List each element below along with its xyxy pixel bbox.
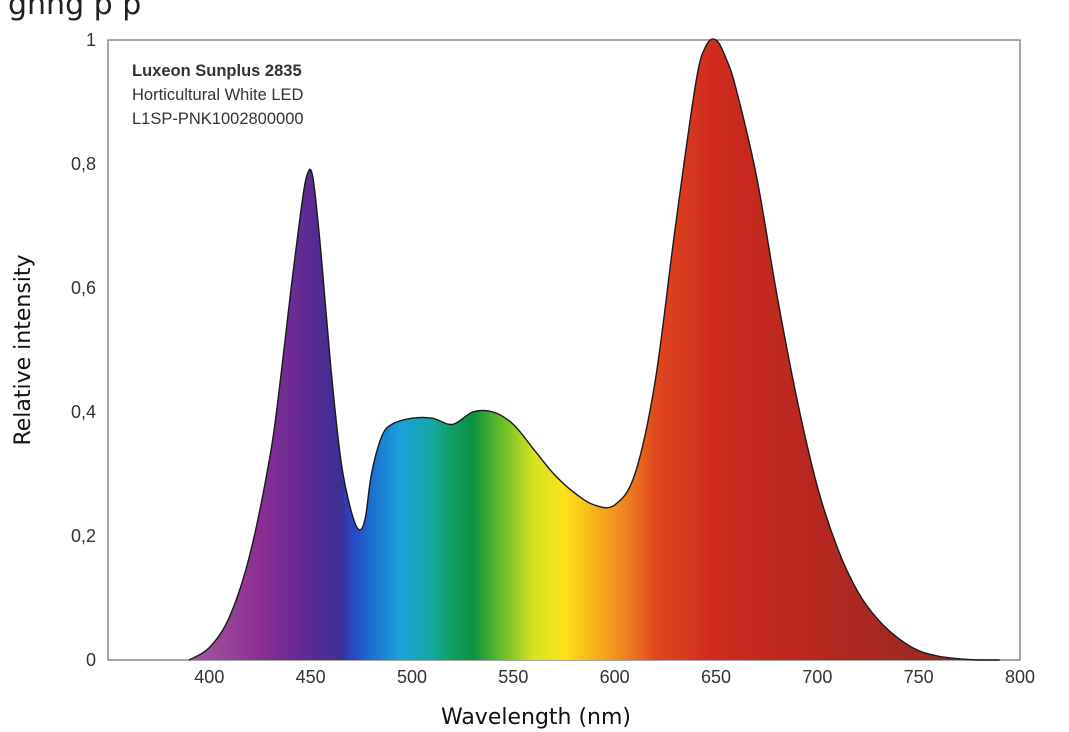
x-tick-label: 400 (194, 667, 224, 687)
x-tick-label: 700 (802, 667, 832, 687)
x-axis-title: Wavelength (nm) (441, 705, 631, 730)
x-tick-label: 750 (904, 667, 934, 687)
annotation-line-1: Luxeon Sunplus 2835 (132, 62, 302, 80)
x-tick-label: 450 (296, 667, 326, 687)
spectrum-area (189, 39, 1000, 661)
y-axis-title: Relative intensity (11, 254, 36, 445)
y-tick-label: 0,8 (71, 154, 96, 174)
annotation-line-2: Horticultural White LED (132, 86, 304, 104)
x-tick-label: 600 (600, 667, 630, 687)
y-tick-label: 1 (86, 30, 96, 50)
annotation-line-3: L1SP-PNK1002800000 (132, 110, 304, 128)
y-tick-label: 0,6 (71, 278, 96, 298)
y-tick-label: 0 (86, 650, 96, 670)
y-tick-labels: 0 0,2 0,4 0,6 0,8 1 (71, 30, 96, 670)
x-tick-label: 500 (397, 667, 427, 687)
cropped-heading: gnng p p (8, 0, 141, 22)
product-annotation: Luxeon Sunplus 2835 Horticultural White … (132, 62, 304, 128)
y-tick-label: 0,4 (71, 402, 96, 422)
y-tick-label: 0,2 (71, 526, 96, 546)
spectrum-outline (188, 38, 1000, 661)
x-tick-label: 550 (498, 667, 528, 687)
x-tick-labels: 400 450 500 550 600 650 700 750 800 (194, 667, 1035, 687)
x-tick-label: 650 (701, 667, 731, 687)
x-tick-label: 800 (1005, 667, 1035, 687)
spectrum-area-layer (188, 38, 1000, 661)
